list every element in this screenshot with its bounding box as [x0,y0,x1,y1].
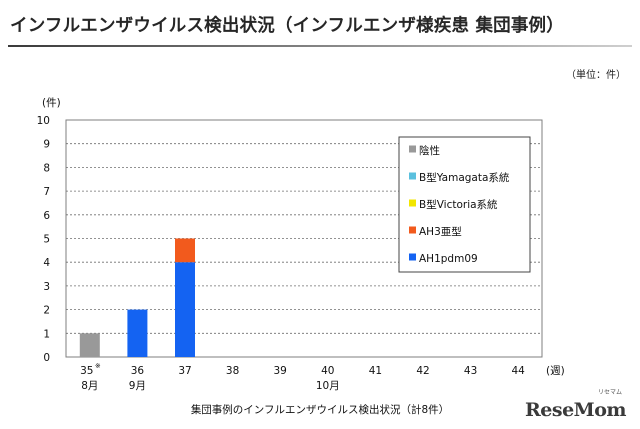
x-tick-label: 40 [321,365,334,377]
legend-swatch [409,199,416,207]
y-axis-label: (件) [42,97,61,109]
bar-segment [175,262,195,357]
y-tick-label: 8 [43,162,50,174]
x-month-label: 10月 [316,380,340,392]
x-tick-label: 36 [131,365,145,377]
bar-segment [175,238,195,263]
legend-label: B型Yamagata系統 [419,171,510,184]
legend-swatch [409,226,416,234]
x-tick-label: 44 [512,365,526,377]
x-tick-label: 37 [178,365,191,377]
logo-subtext: リセマム [597,389,622,396]
unit-note: （単位：件） [566,70,626,81]
x-tick-label: 43 [464,365,477,377]
y-tick-label: 9 [43,139,50,151]
bar-segment [79,333,100,357]
x-tick-label: 42 [416,365,429,377]
chart-caption: 集団事例のインフルエンザウイルス検出状況（計8件） [190,404,450,416]
page-title: インフルエンザウイルス検出状況（インフルエンザ様疾患 集団事例） [10,16,564,36]
legend-swatch [409,253,416,261]
x-axis-label: (週) [546,365,565,377]
legend-label: B型Victoria系統 [419,198,498,211]
x-tick-label: 35 [80,365,93,377]
y-tick-label: 0 [43,352,50,364]
legend-box [398,136,531,273]
title-divider [8,45,632,47]
legend-swatch [409,145,416,153]
x-month-label: 8月 [81,380,98,392]
y-tick-label: 2 [43,305,50,317]
y-tick-label: 1 [43,328,50,340]
legend-swatch [409,172,416,180]
y-tick-label: 5 [43,234,50,246]
legend-label: AH3亜型 [419,225,462,238]
x-tick-note-mark: ※ [95,362,101,370]
y-tick-label: 10 [37,115,50,127]
y-tick-label: 6 [43,210,50,222]
x-tick-label: 39 [274,365,287,377]
y-tick-label: 3 [43,281,50,293]
resemom-logo: ReseMom [525,399,626,421]
x-month-label: 9月 [129,380,146,392]
x-tick-label: 41 [369,365,382,377]
legend-label: 陰性 [419,144,440,157]
legend-label: AH1pdm09 [419,253,478,265]
bar-segment [127,309,148,357]
y-tick-label: 4 [43,257,50,269]
y-tick-label: 7 [43,186,50,198]
x-tick-label: 38 [226,365,239,377]
